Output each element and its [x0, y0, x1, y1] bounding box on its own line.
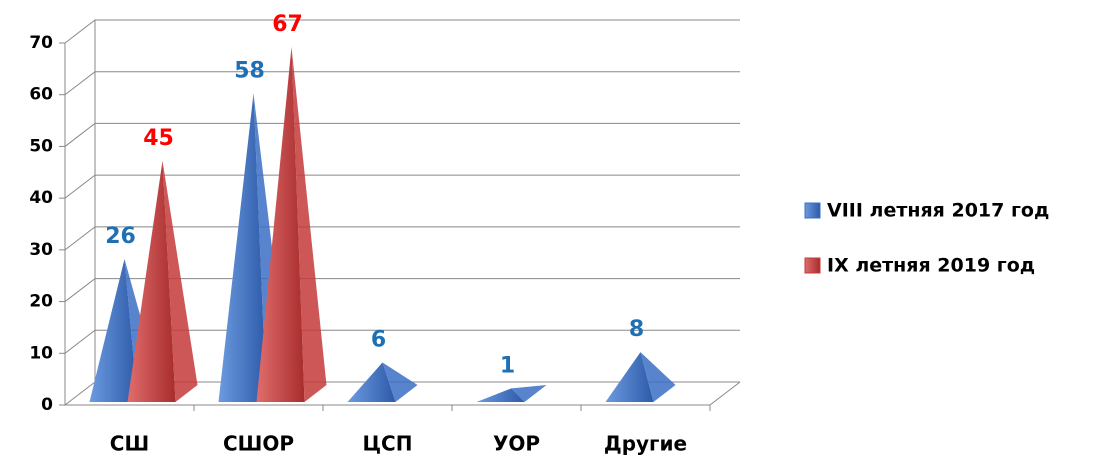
bar-side	[162, 160, 198, 402]
grid-line	[64, 19, 740, 44]
bar	[218, 93, 267, 403]
y-tick-label: 0	[41, 395, 53, 415]
y-tick-label: 70	[29, 33, 53, 53]
bar-side	[640, 352, 676, 402]
bar	[476, 388, 525, 402]
grid-line	[64, 71, 740, 96]
legend-label: VIII летняя 2017 год	[827, 200, 1049, 222]
y-tick-label: 30	[29, 240, 53, 260]
data-label: 67	[272, 12, 303, 37]
y-tick-label: 50	[29, 136, 53, 156]
x-tick-label: УОР	[493, 432, 540, 456]
data-label: 26	[105, 224, 136, 249]
data-label: 8	[629, 317, 644, 342]
bar	[127, 160, 176, 402]
data-label: 58	[234, 59, 265, 84]
x-tick-label: Другие	[604, 432, 687, 456]
bar	[256, 47, 305, 403]
x-tick-label: СШОР	[223, 432, 294, 456]
data-label: 1	[500, 353, 515, 378]
data-label: 45	[143, 126, 174, 151]
grid-line	[64, 174, 740, 199]
legend-swatch	[804, 257, 821, 274]
bar	[605, 352, 654, 402]
floor	[709, 381, 741, 406]
bar-side	[291, 47, 327, 403]
bar-side	[382, 362, 418, 402]
x-tick-label: СШ	[110, 432, 149, 456]
y-tick-label: 60	[29, 85, 53, 105]
y-tick-label: 40	[29, 188, 53, 208]
grid-line	[64, 226, 740, 251]
bar	[89, 259, 138, 402]
legend-swatch	[804, 202, 821, 219]
grid-line	[64, 329, 740, 354]
data-label: 6	[371, 327, 386, 352]
grid-line	[64, 278, 740, 302]
y-tick-label: 10	[29, 343, 53, 363]
bar-side	[511, 385, 547, 402]
grid-line	[64, 122, 740, 147]
bar	[347, 362, 396, 402]
y-tick-label: 20	[29, 292, 53, 312]
x-tick-label: ЦСП	[363, 432, 413, 456]
legend-label: IX летняя 2019 год	[827, 255, 1035, 277]
